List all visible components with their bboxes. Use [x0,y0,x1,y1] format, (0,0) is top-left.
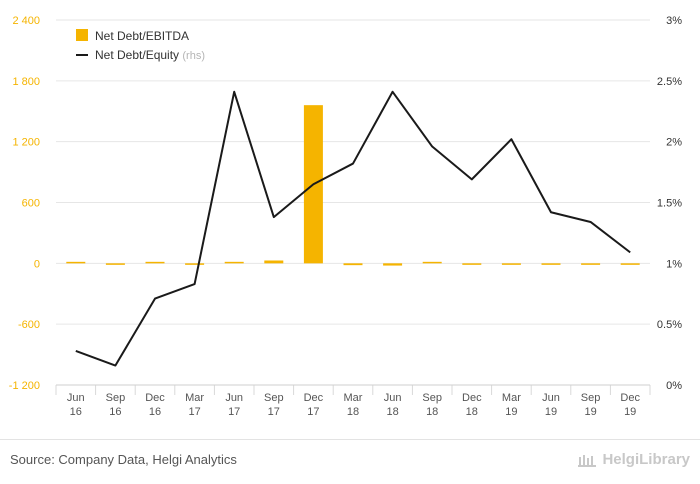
x-tick-label: Jun [225,392,243,404]
x-tick-label: Jun [384,392,402,404]
bar [185,263,205,265]
bar [422,261,442,264]
x-tick-label: Dec [145,392,165,404]
x-tick-label: 16 [109,406,121,418]
x-tick-label: Sep [264,392,284,404]
y-left-tick-label: -1 200 [9,380,40,392]
bar [343,263,363,266]
brand-logo[interactable]: HelgiLibrary [578,451,690,468]
y-left-tick-label: 1 800 [12,76,40,88]
chart: -1 200 -600 0 600 1 200 1 800 2 400 0% 0.5% 1% 1.5… [9,15,682,418]
bar [66,261,86,264]
bar [581,263,601,265]
source-note: Source: Company Data, Helgi Analytics [10,452,237,467]
bar [224,261,244,264]
x-tick-label: Mar [344,392,363,404]
y-right-tick-label: 0.5% [657,319,682,331]
bar [501,263,521,265]
y-left-tick-label: 600 [22,198,40,210]
bar [620,263,640,265]
brand-name: HelgiLibrary [602,451,690,468]
x-tick-label: 16 [149,406,161,418]
bar [541,263,561,265]
y-right-tick-label: 1% [666,258,682,270]
legend-label-suffix: (rhs) [182,50,205,62]
legend-swatch-bar [76,29,88,41]
y-right-tick-label: 2% [666,137,682,149]
x-tick-label: Sep [106,392,126,404]
x-tick-label: Sep [581,392,601,404]
y-right-tick-label: 0% [666,380,682,392]
y-left-tick-label: 2 400 [12,15,40,27]
x-tick-label: Sep [422,392,442,404]
x-tick-label: 19 [545,406,557,418]
x-tick-label: 16 [70,406,82,418]
bar [462,263,482,265]
x-tick-label: Dec [462,392,482,404]
x-tick-label: 17 [307,406,319,418]
bar [383,263,403,266]
legend-label: Net Debt/EBITDA [95,29,189,43]
bar [264,260,284,264]
x-tick-label: Mar [502,392,521,404]
x-tick-label: 19 [584,406,596,418]
x-tick-label: 18 [466,406,478,418]
x-tick-label: 17 [228,406,240,418]
x-tick-label: Dec [304,392,324,404]
library-building-icon [578,454,597,467]
y-left-tick-label: 1 200 [12,137,40,149]
legend-label: Net Debt/Equity (rhs) [95,48,205,62]
y-left-tick-label: 0 [34,258,40,270]
x-tick-label: 19 [624,406,636,418]
x-tick-label: Mar [185,392,204,404]
x-tick-label: Jun [67,392,85,404]
x-tick-label: 18 [426,406,438,418]
x-tick-label: 18 [386,406,398,418]
x-tick-label: 19 [505,406,517,418]
y-left-tick-label: -600 [18,319,40,331]
x-tick-label: 18 [347,406,359,418]
bar [145,261,165,264]
x-tick-label: Jun [542,392,560,404]
bar [105,263,125,265]
x-tick-label: 17 [188,406,200,418]
footer: Source: Company Data, Helgi Analytics He… [0,439,700,484]
series-line [75,90,631,367]
x-tick-label: 17 [268,406,280,418]
x-tick-label: Dec [620,392,640,404]
y-right-tick-label: 2.5% [657,76,682,88]
y-right-tick-label: 3% [666,15,682,27]
y-right-tick-label: 1.5% [657,198,682,210]
